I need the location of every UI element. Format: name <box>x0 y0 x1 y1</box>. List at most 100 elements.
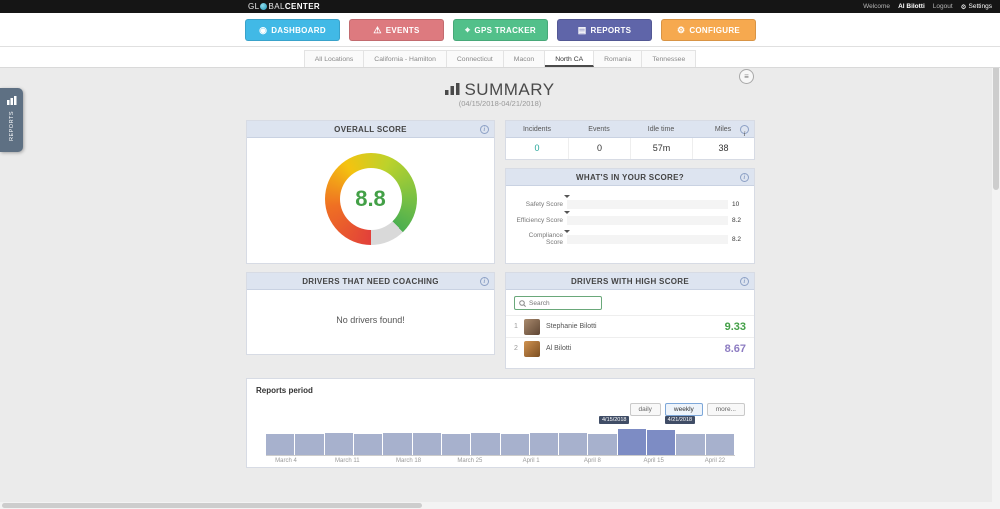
logo-text: GL <box>248 2 260 11</box>
timeline-bar[interactable] <box>441 434 471 455</box>
location-icon: ⌖ <box>465 24 471 35</box>
location-tabs: All Locations California - Hamilton Conn… <box>0 47 1000 68</box>
info-icon[interactable] <box>480 277 489 286</box>
card-title: DRIVERS THAT NEED COACHING <box>302 277 439 286</box>
score-row-compliance: Compliance Score 8.2 <box>510 232 746 246</box>
nav-label: REPORTS <box>590 25 632 35</box>
driver-row[interactable]: 2 Al Bilotti 8.67 <box>506 337 754 359</box>
vertical-scrollbar <box>992 48 1000 502</box>
timeline-bar[interactable] <box>266 434 295 455</box>
nav-label: CONFIGURE <box>689 25 741 35</box>
axis-label: April 22 <box>704 458 726 464</box>
period-label: Reports period <box>256 386 313 395</box>
axis-label: March 11 <box>334 458 360 464</box>
timeline-bar[interactable] <box>617 429 647 455</box>
tab-connecticut[interactable]: Connecticut <box>446 50 504 67</box>
info-icon[interactable] <box>740 277 749 286</box>
tab-tennessee[interactable]: Tennessee <box>642 50 697 67</box>
report-icon: ▤ <box>577 24 587 35</box>
search-input[interactable] <box>529 299 593 307</box>
timeline-bar[interactable] <box>529 433 559 455</box>
info-icon[interactable] <box>480 125 489 134</box>
empty-message: No drivers found! <box>336 315 405 325</box>
bar-label: Safety Score <box>525 201 563 208</box>
bar-label: Compliance Score <box>528 232 563 246</box>
logout-link[interactable]: Logout <box>932 3 953 10</box>
nav-label: GPS TRACKER <box>474 25 536 35</box>
tab-all-locations[interactable]: All Locations <box>303 50 365 67</box>
vertical-scrollbar-thumb[interactable] <box>993 50 999 190</box>
stat-value-idle-time: 57m <box>630 138 692 159</box>
timeline-axis-labels: March 4 March 11 March 18 March 25 April… <box>266 458 735 464</box>
reports-side-flap[interactable]: REPORTS <box>0 88 23 152</box>
settings-label: Settings <box>968 3 993 10</box>
card-title: OVERALL SCORE <box>334 125 407 134</box>
primary-nav: ◉ DASHBOARD ⚠ EVENTS ⌖ GPS TRACKER ▤ REP… <box>0 13 1000 47</box>
timeline-bar[interactable] <box>295 434 324 455</box>
gauge-ring <box>324 153 417 245</box>
timeline-bar[interactable] <box>500 434 529 455</box>
nav-reports-button[interactable]: ▤ REPORTS <box>557 19 652 41</box>
logo-text: BAL <box>268 2 285 11</box>
timeline-bar[interactable] <box>588 434 617 455</box>
card-header: DRIVERS THAT NEED COACHING <box>247 273 494 290</box>
nav-events-button[interactable]: ⚠ EVENTS <box>349 19 444 41</box>
driver-rank: 1 <box>514 323 518 330</box>
nav-dashboard-button[interactable]: ◉ DASHBOARD <box>245 19 340 41</box>
timeline-bar[interactable] <box>383 433 412 455</box>
stats-header-row: Incidents Events Idle time Miles <box>506 121 754 138</box>
dashboard-icon: ◉ <box>259 24 268 35</box>
bar-track <box>567 234 728 244</box>
card-header: DRIVERS WITH HIGH SCORE <box>506 273 754 290</box>
bar-chart-icon <box>6 96 16 105</box>
axis-label: March 18 <box>396 458 422 464</box>
axis-label: March 4 <box>275 458 297 464</box>
info-icon[interactable] <box>740 173 749 182</box>
axis-label: April 15 <box>643 458 664 464</box>
driver-row[interactable]: 1 Stephanie Bilotti 9.33 <box>506 315 754 337</box>
weekly-button[interactable]: weekly <box>664 403 703 416</box>
info-icon[interactable] <box>740 125 749 134</box>
tab-macon[interactable]: Macon <box>503 50 546 67</box>
high-score-card: DRIVERS WITH HIGH SCORE 1 Stephanie Bilo… <box>505 272 755 369</box>
user-name[interactable]: Al Bilotti <box>898 3 925 10</box>
tab-north-ca[interactable]: North CA <box>545 50 595 67</box>
timeline-tooltip-end: 4/21/2018 <box>664 416 696 424</box>
export-menu-icon[interactable]: ≡ <box>739 69 754 84</box>
settings-link[interactable]: ⚙ Settings <box>961 3 992 11</box>
coaching-card: DRIVERS THAT NEED COACHING No drivers fo… <box>246 272 495 355</box>
timeline-bar[interactable] <box>324 433 353 455</box>
daily-button[interactable]: daily <box>629 403 661 416</box>
stat-label: Miles <box>714 126 732 133</box>
timeline-bar[interactable] <box>353 434 383 455</box>
timeline-bar[interactable] <box>559 433 588 455</box>
timeline-bar[interactable] <box>471 433 500 455</box>
timeline-bar[interactable] <box>705 434 734 455</box>
stat-label: Idle time <box>647 126 675 133</box>
bar-value: 10 <box>732 201 740 208</box>
driver-score: 8.67 <box>724 342 746 355</box>
page-title: SUMMARY <box>0 80 1000 100</box>
search-icon <box>519 299 526 307</box>
timeline-bar[interactable] <box>647 430 676 455</box>
timeline-bar[interactable] <box>412 433 441 455</box>
gear-icon: ⚙ <box>676 24 686 35</box>
more-button[interactable]: more... <box>706 403 745 416</box>
timeline-bar[interactable] <box>676 434 705 455</box>
nav-buttons: ◉ DASHBOARD ⚠ EVENTS ⌖ GPS TRACKER ▤ REP… <box>245 19 756 41</box>
gauge-value: 8.8 <box>355 186 386 211</box>
score-bars: Safety Score 10 Efficiency Score 8.2 Com… <box>506 186 754 246</box>
tab-california-hamilton[interactable]: California - Hamilton <box>364 50 447 67</box>
axis-label: March 25 <box>457 458 483 464</box>
reports-period-card: Reports period daily weekly more... 4/15… <box>246 378 755 468</box>
bar-value: 8.2 <box>732 217 742 224</box>
tab-romania[interactable]: Romania <box>594 50 643 67</box>
horizontal-scrollbar <box>0 502 1000 509</box>
nav-configure-button[interactable]: ⚙ CONFIGURE <box>661 19 756 41</box>
logo-text-bold: CENTER <box>284 2 321 11</box>
stat-value-events: 0 <box>568 138 630 159</box>
nav-gps-tracker-button[interactable]: ⌖ GPS TRACKER <box>453 19 548 41</box>
driver-name: Stephanie Bilotti <box>546 323 597 330</box>
horizontal-scrollbar-thumb[interactable] <box>2 503 422 508</box>
